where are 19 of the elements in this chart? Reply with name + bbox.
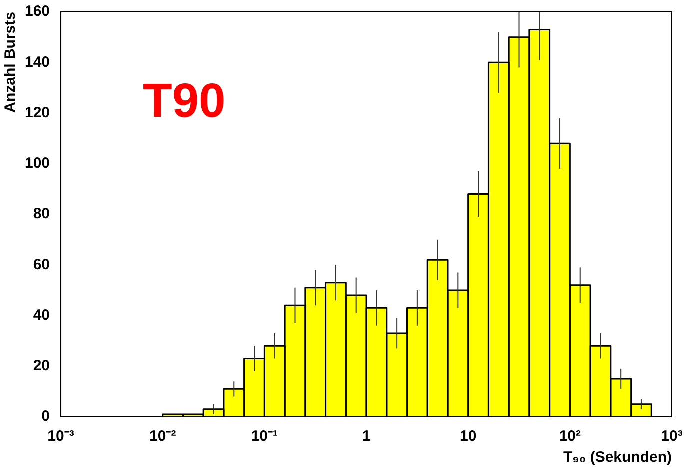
y-tick-label: 40 [33,306,50,324]
y-axis-title: Anzahl Bursts [2,12,20,113]
x-tick-label: 10 [460,428,477,446]
annotation: T90 [143,75,226,128]
y-tick-label: 140 [24,54,50,71]
y-tick-label: 100 [24,155,50,172]
y-tick-label: 120 [24,104,50,122]
y-tick-label: 160 [24,3,50,20]
x-axis-title: T₉₀ (Sekunden) [563,449,672,466]
x-tick-label: 10³ [661,428,683,446]
x-tick-label: 1 [362,428,371,446]
x-tick-label: 10⁻² [150,428,176,446]
y-tick-label: 20 [33,358,50,375]
y-tick-label: 0 [42,408,50,426]
x-tick-label: 10² [559,428,582,446]
y-tick-label: 80 [33,206,50,223]
x-tick-label: 10⁻³ [48,428,74,446]
x-tick-label: 10⁻¹ [251,428,278,446]
y-tick-label: 60 [33,256,50,274]
